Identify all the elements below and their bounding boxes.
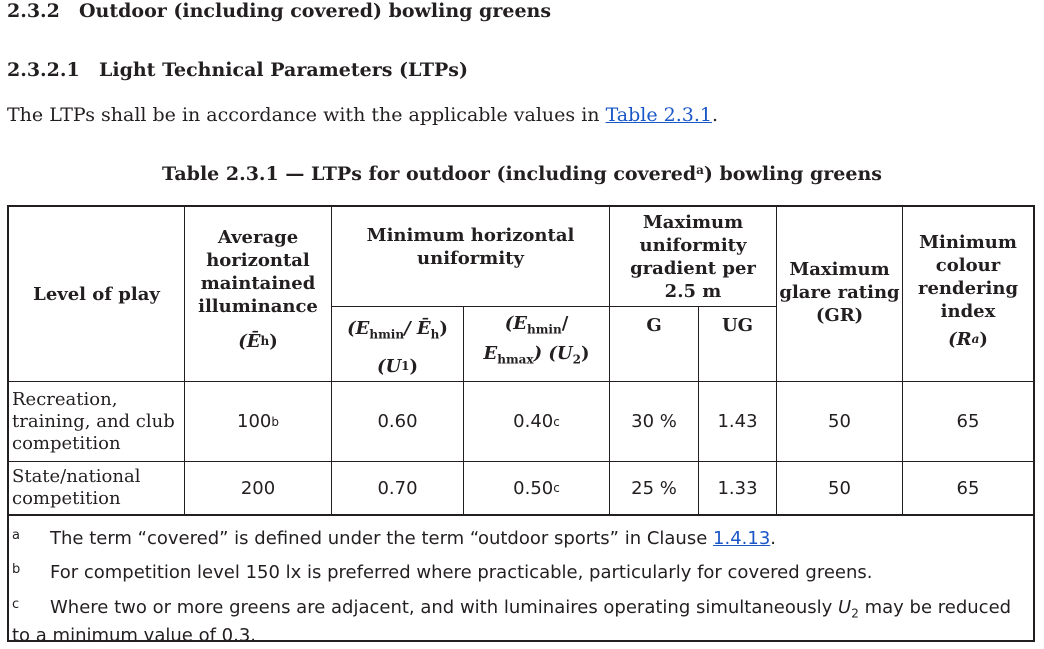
caption-post: ) bowling greens bbox=[703, 163, 882, 185]
header-g: G bbox=[646, 314, 662, 336]
row-2-g: 25 % bbox=[631, 477, 677, 499]
caption-pre: Table 2.3.1 — LTPs for outdoor (includin… bbox=[162, 163, 697, 185]
row-2-illuminance: 200 bbox=[240, 477, 276, 499]
row-2-u2: 0.50 c bbox=[513, 477, 560, 499]
intro-paragraph: The LTPs shall be in accordance with the… bbox=[7, 104, 718, 126]
header-gradient: Maximum uniformity gradient per 2.5 m bbox=[630, 211, 756, 302]
header-cri: Minimum colour rendering index bbox=[917, 231, 1019, 322]
row-1-ra: 65 bbox=[956, 411, 980, 432]
row-2-u1: 0.70 bbox=[377, 477, 418, 499]
section-title: Outdoor (including covered) bowling gree… bbox=[79, 0, 552, 22]
header-cri-symbol: (R a) bbox=[948, 328, 988, 350]
row-2-ug: 1.33 bbox=[717, 477, 758, 499]
caption-footnote-mark: a bbox=[696, 163, 704, 177]
row-1-g: 30 % bbox=[631, 411, 677, 432]
section-heading: 2.3.2 Outdoor (including covered) bowling… bbox=[7, 0, 551, 22]
row-1-ug: 1.43 bbox=[717, 411, 758, 432]
footnote-b: b For competition level 150 lx is preferr… bbox=[12, 562, 873, 583]
header-level-of-play: Level of play bbox=[33, 283, 160, 305]
subsection-number: 2.3.2.1 bbox=[7, 59, 80, 81]
ltp-table: Level of play Average horizontal maintai… bbox=[7, 205, 1035, 646]
subsection-title: Light Technical Parameters (LTPs) bbox=[99, 59, 468, 81]
row-1-illuminance: 100 b bbox=[237, 411, 279, 432]
paragraph-text: The LTPs shall be in accordance with the… bbox=[7, 104, 606, 126]
footnote-c: c Where two or more greens are adjacent, … bbox=[12, 597, 1012, 646]
section-number: 2.3.2 bbox=[7, 0, 60, 22]
header-uniformity: Minimum horizontal uniformity bbox=[366, 225, 575, 269]
header-u2-formula: (Ehmin/ Ehmax) (U2) bbox=[483, 313, 590, 367]
row-1-gr: 50 bbox=[828, 411, 851, 432]
header-u1-formula: (Ehmin/ Ēh) bbox=[347, 318, 448, 342]
header-u1-symbol: (U 1) bbox=[376, 355, 419, 377]
row-2-ra: 65 bbox=[956, 477, 980, 499]
row-1-u1: 0.60 bbox=[377, 411, 418, 432]
row-2-level: State/national competition bbox=[12, 466, 141, 509]
footnote-a: a The term “covered” is defined under the… bbox=[12, 528, 777, 549]
table-caption: Table 2.3.1 — LTPs for outdoor (includin… bbox=[0, 163, 1044, 185]
row-1-level: Recreation, training, and club competiti… bbox=[12, 388, 175, 454]
header-glare: Maximum glare rating (GR) bbox=[779, 258, 900, 326]
header-ug: UG bbox=[721, 314, 754, 336]
row-1-u2: 0.40 c bbox=[513, 411, 560, 432]
header-illuminance-symbol: (Ē h) bbox=[238, 330, 278, 352]
row-2-gr: 50 bbox=[828, 477, 851, 499]
subsection-heading: 2.3.2.1 Light Technical Parameters (LTPs) bbox=[7, 59, 468, 81]
paragraph-end: . bbox=[711, 104, 719, 126]
clause-link[interactable]: 1.4.13 bbox=[713, 528, 771, 549]
table-link[interactable]: Table 2.3.1 bbox=[605, 104, 712, 126]
header-illuminance: Average horizontal maintained illuminanc… bbox=[198, 227, 318, 317]
